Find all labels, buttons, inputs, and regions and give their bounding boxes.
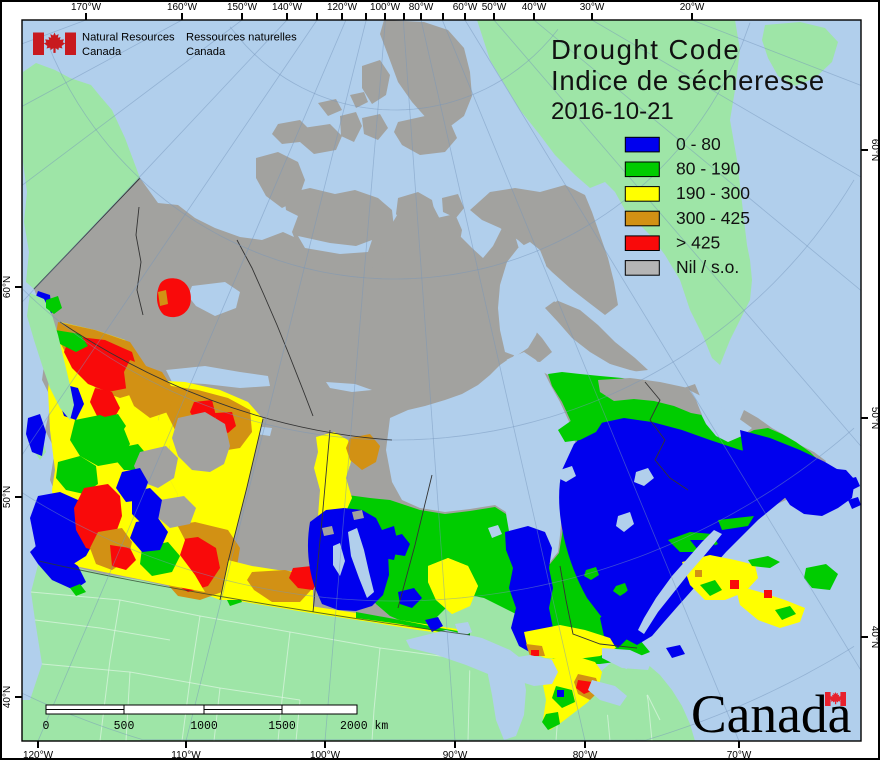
svg-text:40°N: 40°N bbox=[2, 686, 13, 708]
svg-text:Ressources naturelles: Ressources naturelles bbox=[186, 32, 297, 44]
svg-text:Natural Resources: Natural Resources bbox=[82, 32, 175, 44]
svg-text:80°W: 80°W bbox=[409, 2, 434, 13]
svg-text:30°W: 30°W bbox=[580, 2, 605, 13]
svg-text:80 - 190: 80 - 190 bbox=[676, 159, 740, 179]
svg-text:1500: 1500 bbox=[268, 720, 296, 733]
svg-text:500: 500 bbox=[114, 720, 135, 733]
svg-text:70°W: 70°W bbox=[727, 750, 752, 760]
svg-text:170°W: 170°W bbox=[71, 2, 102, 13]
svg-text:Indice de sécheresse: Indice de sécheresse bbox=[551, 65, 825, 96]
svg-text:60°N: 60°N bbox=[869, 139, 880, 161]
svg-text:0 - 80: 0 - 80 bbox=[676, 134, 721, 154]
svg-text:Canada: Canada bbox=[82, 46, 122, 58]
svg-text:100°W: 100°W bbox=[310, 750, 341, 760]
svg-text:0: 0 bbox=[43, 720, 50, 733]
svg-text:Canada: Canada bbox=[186, 46, 226, 58]
svg-text:150°W: 150°W bbox=[227, 2, 258, 13]
svg-text:50°W: 50°W bbox=[482, 2, 507, 13]
svg-text:40°N: 40°N bbox=[869, 626, 880, 648]
svg-text:300 - 425: 300 - 425 bbox=[676, 208, 750, 228]
svg-text:90°W: 90°W bbox=[443, 750, 468, 760]
svg-text:60°N: 60°N bbox=[2, 276, 13, 298]
svg-text:60°W: 60°W bbox=[453, 2, 478, 13]
svg-text:50°N: 50°N bbox=[869, 407, 880, 429]
svg-text:140°W: 140°W bbox=[272, 2, 303, 13]
svg-text:2000 km: 2000 km bbox=[340, 720, 388, 733]
svg-text:Drought Code: Drought Code bbox=[551, 34, 740, 65]
svg-text:100°W: 100°W bbox=[370, 2, 401, 13]
svg-text:160°W: 160°W bbox=[167, 2, 198, 13]
svg-text:Canada: Canada bbox=[691, 684, 852, 744]
svg-text:80°W: 80°W bbox=[573, 750, 598, 760]
svg-text:1000: 1000 bbox=[190, 720, 218, 733]
svg-text:120°W: 120°W bbox=[23, 750, 54, 760]
svg-text:> 425: > 425 bbox=[676, 233, 720, 253]
svg-text:110°W: 110°W bbox=[171, 750, 201, 760]
svg-text:50°N: 50°N bbox=[2, 486, 13, 508]
svg-text:20°W: 20°W bbox=[680, 2, 705, 13]
svg-text:120°W: 120°W bbox=[327, 2, 358, 13]
svg-text:40°W: 40°W bbox=[522, 2, 547, 13]
svg-text:Nil / s.o.: Nil / s.o. bbox=[676, 257, 739, 277]
svg-text:2016-10-21: 2016-10-21 bbox=[551, 98, 674, 125]
svg-text:190 - 300: 190 - 300 bbox=[676, 183, 750, 203]
